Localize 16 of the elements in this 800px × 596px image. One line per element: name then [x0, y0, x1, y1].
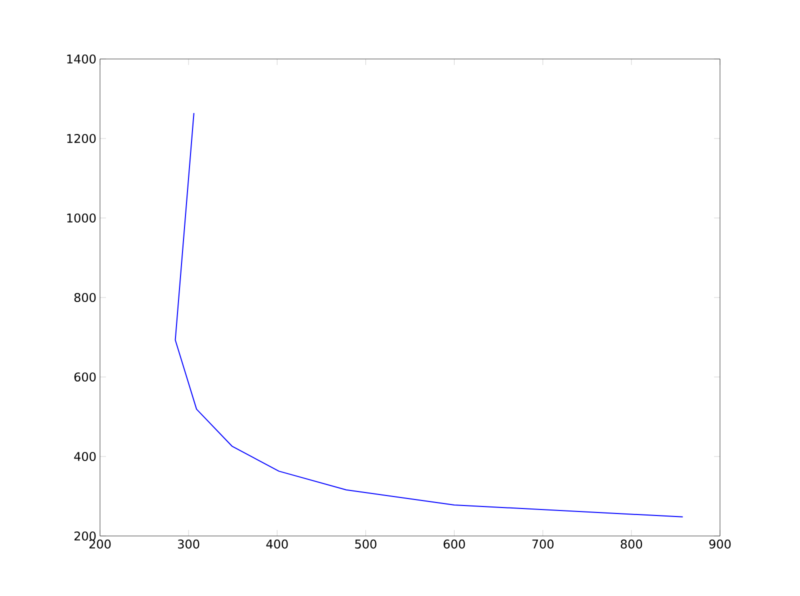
x-tick-label: 300: [178, 540, 200, 549]
x-tick-label: 600: [444, 540, 465, 549]
x-tick-label: 700: [532, 540, 554, 549]
x-tick-label: 800: [620, 540, 642, 549]
y-tick-label: 800: [74, 292, 96, 302]
y-tick-label: 1000: [67, 213, 96, 223]
y-tick-label: 600: [74, 372, 96, 382]
x-tick-label: 200: [89, 540, 111, 549]
x-tick-label: 900: [709, 540, 731, 549]
y-tick-label: 200: [74, 531, 96, 541]
y-tick-label: 1400: [67, 54, 96, 64]
x-tick-label: 400: [266, 540, 288, 549]
y-tick-label: 400: [74, 452, 96, 462]
y-tick-label: 1200: [67, 134, 96, 144]
line-series: [174, 112, 684, 518]
x-tick-label: 500: [355, 540, 376, 549]
